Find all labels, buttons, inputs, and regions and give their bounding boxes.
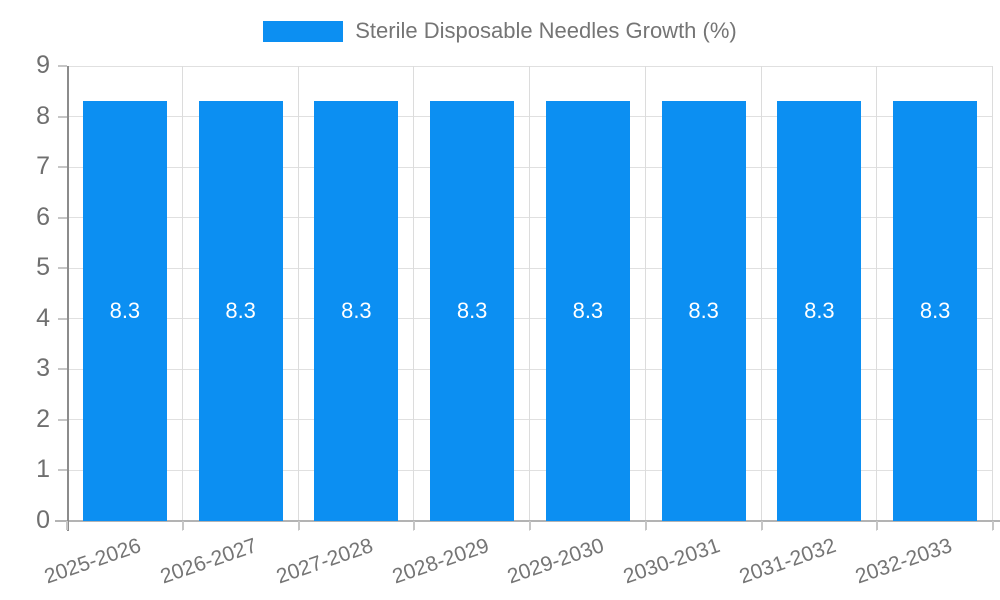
bar-value-label: 8.3 <box>109 298 141 324</box>
y-gridline <box>67 368 993 370</box>
y-tick-label: 6 <box>36 202 50 231</box>
bar-2031-2032[interactable]: 8.3 <box>777 101 862 521</box>
x-gridline <box>413 66 415 531</box>
y-axis-tick <box>58 115 67 118</box>
x-axis-tick <box>413 521 416 530</box>
y-axis-tick <box>58 469 67 472</box>
x-axis-tick <box>760 521 763 530</box>
legend-label: Sterile Disposable Needles Growth (%) <box>355 18 737 43</box>
y-tick-label: 7 <box>36 152 50 181</box>
x-tick-label-text: 2031-2032 <box>736 534 839 589</box>
bar-value-label: 8.3 <box>341 298 372 324</box>
x-gridline <box>992 66 993 531</box>
x-gridline <box>529 66 530 531</box>
x-tick-label-text: 2026-2027 <box>157 534 261 589</box>
y-tick-label: 8 <box>36 101 50 130</box>
y-gridline <box>67 469 993 471</box>
y-tick-label: 9 <box>36 50 50 79</box>
bar-value-label: 8.3 <box>804 298 835 324</box>
x-axis-tick <box>876 521 879 530</box>
x-axis-tick <box>992 521 994 530</box>
y-axis-tick <box>58 418 67 421</box>
bar-value-label: 8.3 <box>688 298 719 324</box>
bar-value-label: 8.3 <box>456 298 488 324</box>
y-tick-label: 2 <box>36 404 50 433</box>
bar-2025-2026[interactable]: 8.3 <box>82 101 167 521</box>
bar-2032-2033[interactable]: 8.3 <box>893 101 978 521</box>
x-gridline <box>644 66 646 531</box>
y-axis-tick <box>58 65 67 67</box>
y-gridline <box>67 217 993 219</box>
x-gridline <box>297 66 299 531</box>
bar-value-label: 8.3 <box>225 298 256 324</box>
y-axis-tick <box>58 368 67 371</box>
x-tick-label-text: 2030-2031 <box>620 534 724 589</box>
x-axis-tick <box>181 521 184 530</box>
y-gridline <box>67 116 993 118</box>
x-axis-tick <box>66 521 68 530</box>
legend-item[interactable]: Sterile Disposable Needles Growth (%) <box>263 18 737 44</box>
y-gridline <box>67 318 993 320</box>
y-axis-tick <box>58 166 67 169</box>
y-axis-tick <box>58 317 67 320</box>
bar-2028-2029[interactable]: 8.3 <box>430 101 515 521</box>
y-tick-label: 4 <box>36 303 50 332</box>
bar-value-label: 8.3 <box>572 298 604 324</box>
bar-2026-2027[interactable]: 8.3 <box>198 101 283 521</box>
x-gridline <box>181 66 183 531</box>
legend-swatch-icon <box>263 20 344 42</box>
plot-area: 0 1 2 3 4 5 6 7 8 9 8.3 2025-2026 8.3 2026-2027 8.3 202… <box>36 51 1000 588</box>
y-tick-label: 0 <box>36 505 50 534</box>
x-axis-tick <box>644 521 647 530</box>
x-tick-label-text: 2025-2026 <box>41 534 145 589</box>
bar-2027-2028[interactable]: 8.3 <box>314 101 399 521</box>
y-gridline <box>67 166 993 168</box>
y-tick-label: 5 <box>36 253 50 282</box>
chart-legend: Sterile Disposable Needles Growth (%) <box>0 18 1000 44</box>
x-gridline <box>876 66 878 531</box>
x-axis-line <box>55 520 1000 522</box>
x-gridline <box>760 66 762 531</box>
y-gridline <box>67 65 993 67</box>
x-axis-tick <box>529 521 531 530</box>
bar-value-label: 8.3 <box>919 298 951 324</box>
y-axis-tick <box>58 216 67 219</box>
x-tick-label-text: 2027-2028 <box>273 534 376 589</box>
y-tick-label: 1 <box>36 455 50 484</box>
x-tick-label-text: 2028-2029 <box>389 534 492 589</box>
x-tick-label-text: 2029-2030 <box>504 534 608 589</box>
y-tick-label: 3 <box>36 354 50 383</box>
x-tick-label-text: 2032-2033 <box>852 534 955 589</box>
y-gridline <box>67 419 993 421</box>
y-axis-line <box>67 66 69 531</box>
x-axis-tick <box>297 521 300 530</box>
bar-2030-2031[interactable]: 8.3 <box>661 101 746 521</box>
bar-2029-2030[interactable]: 8.3 <box>545 101 630 521</box>
y-axis-tick <box>58 267 67 270</box>
y-gridline <box>67 267 993 269</box>
